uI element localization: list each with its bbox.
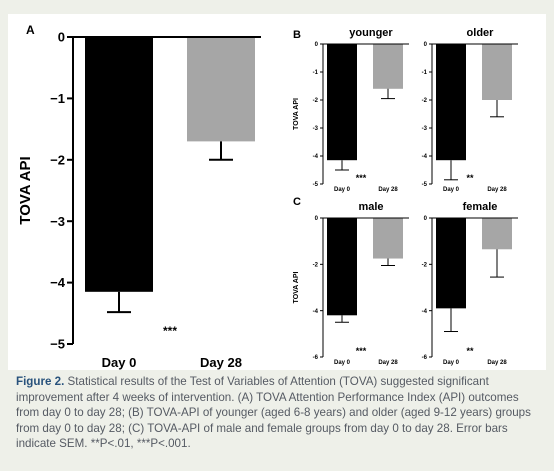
chart-a-category-label-1: Day 0 [102,355,137,370]
chart-b1-significance: *** [356,173,367,183]
chart-b1-y-tick-label-0: 0 [315,42,319,48]
chart-a-y-tick-label-0: 0 [58,30,65,45]
chart-b2-category-label-1: Day 0 [443,187,460,193]
chart-c2-significance: ** [466,346,474,356]
chart-b1-y-tick-label-1: -1 [313,70,319,76]
chart-b2-y-tick-label-3: -3 [422,126,428,132]
chart-b2-bar-2 [482,44,512,100]
chart-c1-panel-label: C [293,196,301,208]
chart-a-y-tick-label-5: −5 [50,337,65,352]
chart-panel: Day 0 Day 28 0 −1 −2 −3 −4 −5 TOVA API A *** Day 0 D… [8,14,546,370]
chart-b1-y-tick-label-3: -3 [313,126,319,132]
chart-c2-y-tick-label-1: -2 [422,262,428,268]
chart-c1-y-axis-label: TOVA API [293,272,300,304]
chart-c1-y-tick-label-1: -2 [313,262,319,268]
chart-a-y-tick-label-1: −1 [50,91,65,106]
chart-a-panel-label: A [26,23,35,37]
chart-b1-bar-2 [373,44,403,89]
charts-svg: Day 0 Day 28 0 −1 −2 −3 −4 −5 TOVA API A *** Day 0 D… [17,23,518,370]
chart-c2-y-tick-label-3: -6 [422,355,428,361]
chart-c1-title: male [358,201,383,213]
chart-b2-y-tick-label-5: -5 [422,182,428,188]
chart-b1-y-tick-label-4: -4 [313,154,319,160]
chart-a-y-axis-label: TOVA API [17,156,34,224]
chart-b1-panel-label: B [293,29,301,41]
chart-c1-y-tick-label-2: -4 [313,309,319,315]
chart-b2-y-tick-label-1: -1 [422,70,428,76]
chart-c1-y-tick-label-0: 0 [315,216,319,222]
caption-label: Figure 2. [16,375,65,388]
chart-b1-y-tick-label-2: -2 [313,98,319,104]
chart-b1-category-label-2: Day 28 [378,187,398,193]
figure-caption: Figure 2. Statistical results of the Tes… [16,374,540,452]
chart-b2-bar-1 [436,44,466,161]
chart-a-category-label-2: Day 28 [200,355,242,370]
caption-text: Statistical results of the Test of Varia… [16,375,531,450]
chart-a-y-tick-label-3: −3 [50,214,65,229]
chart-c1-y-tick-label-3: -6 [313,355,319,361]
chart-c2-y-tick-label-2: -4 [422,309,428,315]
chart-b1-y-axis-label: TOVA API [293,98,300,130]
chart-c2-category-label-1: Day 0 [443,360,460,366]
chart-a-y-tick-label-4: −4 [50,275,66,290]
chart-b1-bar-1 [327,44,357,161]
chart-b2-y-tick-label-2: -2 [422,98,428,104]
chart-b2-y-tick-label-0: 0 [424,42,428,48]
chart-c2-y-tick-label-0: 0 [424,216,428,222]
chart-c2-title: female [463,201,498,213]
chart-c2-bar-2 [482,218,512,250]
chart-b2-significance: ** [466,173,474,183]
chart-c1-significance: *** [356,346,367,356]
chart-c2-bar-1 [436,218,466,309]
chart-c1-category-label-1: Day 0 [334,360,351,366]
chart-b1-category-label-1: Day 0 [334,187,351,193]
chart-c1-category-label-2: Day 28 [378,360,398,366]
chart-c1-bar-2 [373,218,403,259]
chart-a-y-tick-label-2: −2 [50,152,65,167]
chart-b2-y-tick-label-4: -4 [422,154,428,160]
chart-c2-category-label-2: Day 28 [487,360,507,366]
chart-b1-title: younger [349,27,393,39]
chart-a-significance: *** [163,324,177,338]
chart-a-bar-2 [187,37,255,142]
chart-c1-bar-1 [327,218,357,316]
chart-b2-title: older [467,27,495,39]
chart-b2-category-label-2: Day 28 [487,187,507,193]
chart-a-bar-1 [85,37,153,292]
chart-b1-y-tick-label-5: -5 [313,182,319,188]
